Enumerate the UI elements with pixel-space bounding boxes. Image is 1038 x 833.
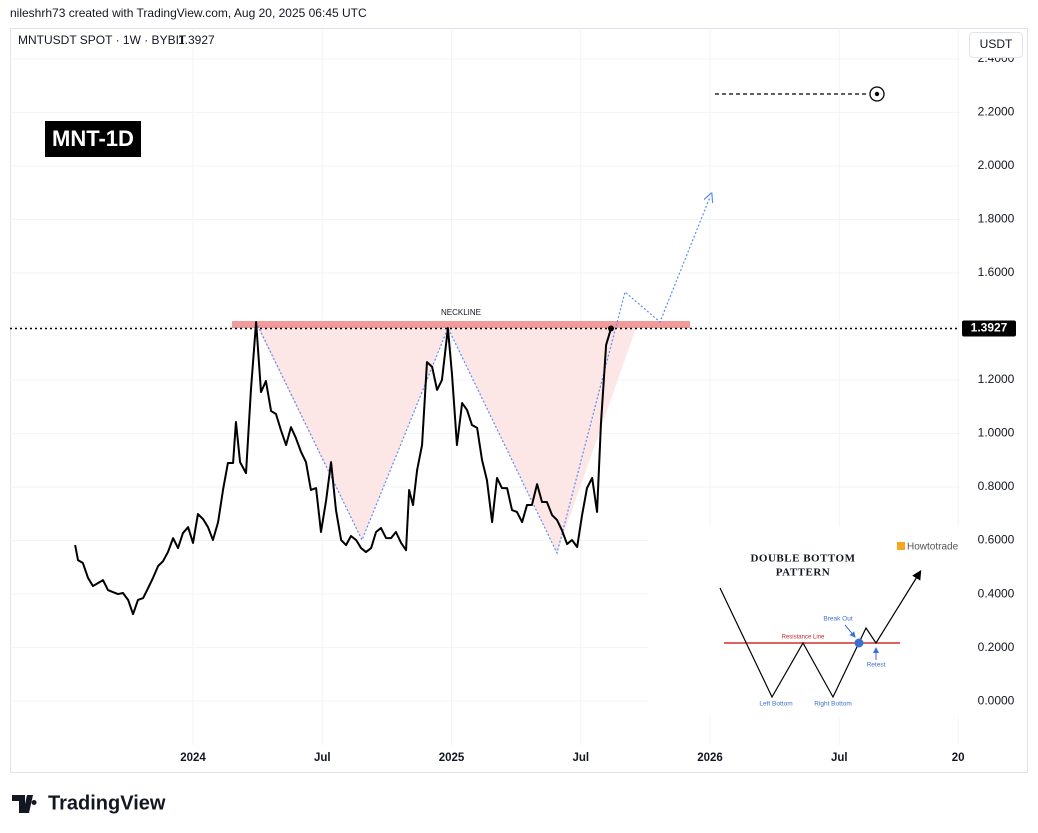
x-tick-label: 2026 (697, 752, 723, 764)
y-tick-label: 0.4000 (978, 586, 1015, 600)
x-tick-label: 2024 (180, 752, 206, 764)
inset: DOUBLE BOTTOM PATTERN Howtotrade Resista… (648, 527, 960, 717)
annotation-label: MNT-1D (52, 126, 134, 151)
inset-right-bottom: Right Bottom (814, 701, 852, 708)
last-price-label: 1.3927 (971, 321, 1008, 335)
footer-brand: TradingView (48, 792, 166, 814)
inset-logo-icon (897, 542, 905, 550)
inset-pattern-line (719, 569, 922, 699)
footer-logo: TradingView (12, 792, 166, 814)
inset-breakout-arrow (844, 624, 856, 638)
inset-left-bottom: Left Bottom (759, 701, 792, 708)
inset-title: DOUBLE BOTTOM (750, 553, 855, 565)
symbol-price: 1.3927 (178, 33, 215, 47)
attribution: nileshrh73 created with TradingView.com,… (10, 6, 367, 20)
symbol-title: MNTUSDT SPOT · 1W · BYBIT (18, 33, 187, 47)
currency-label[interactable]: USDT (980, 37, 1013, 51)
currency-button[interactable] (969, 32, 1023, 58)
inset-brand: Howtotrade (907, 542, 959, 553)
logo-icon (12, 795, 37, 813)
y-tick-label: 2.0000 (978, 158, 1015, 172)
neckline-label: NECKLINE (441, 308, 481, 317)
x-tick-label: 20 (952, 752, 965, 764)
target-icon-dot (874, 91, 880, 97)
projection-path (255, 197, 710, 555)
y-tick-label: 2.2000 (978, 105, 1015, 119)
annotation-box (45, 121, 141, 157)
y-tick-label: 1.6000 (978, 265, 1015, 279)
y-tick-label: 0.6000 (978, 533, 1015, 547)
chart-frame (10, 28, 1028, 773)
inset-title: PATTERN (776, 567, 830, 579)
neckline-band (232, 321, 690, 328)
last-price-box (962, 320, 1016, 337)
inset-breakout-label: Break Out (823, 616, 852, 623)
y-tick-label: 0.8000 (978, 479, 1015, 493)
x-tick-label: 2025 (439, 752, 465, 764)
inset-background (648, 527, 960, 717)
x-tick-label: Jul (314, 752, 331, 764)
y-tick-label: 1.8000 (978, 212, 1015, 226)
y-tick-label: 1.0000 (978, 426, 1015, 440)
x-tick-label: Jul (831, 752, 848, 764)
y-tick-label: 0.2000 (978, 640, 1015, 654)
inset-breakout-dot (854, 638, 864, 648)
price-line (74, 320, 612, 616)
x-tick-label: Jul (572, 752, 589, 764)
y-tick-label: 1.2000 (978, 372, 1015, 386)
y-tick-label: 0.0000 (978, 693, 1015, 707)
pattern-shading (256, 325, 636, 553)
inset-resistance-label: Resistance Line (782, 635, 825, 641)
inset-retest-label: Retest (867, 662, 886, 669)
